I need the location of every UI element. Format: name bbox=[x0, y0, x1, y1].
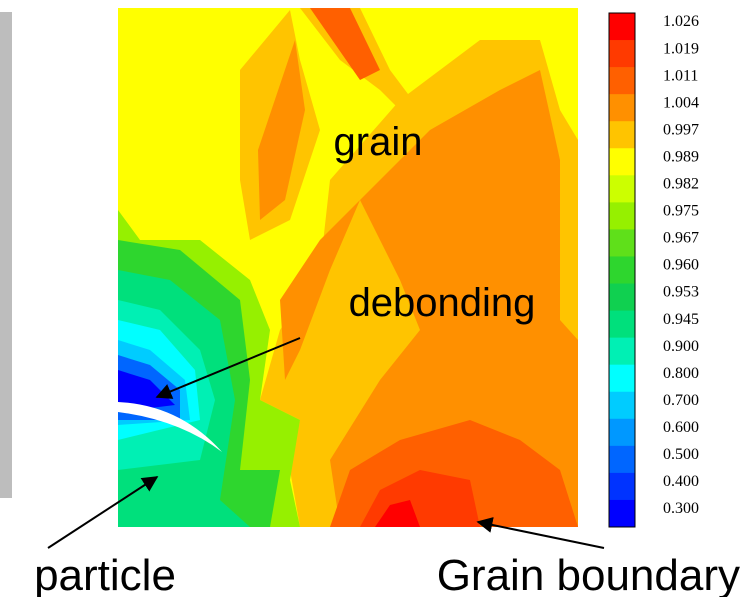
contour-region bbox=[375, 500, 420, 527]
colorbar-swatch bbox=[609, 418, 635, 447]
debond-gap bbox=[118, 402, 222, 452]
annotation: grain bbox=[334, 120, 423, 164]
contour-region bbox=[280, 200, 360, 380]
colorbar-label: 0.967 bbox=[663, 230, 699, 247]
contour-region bbox=[258, 40, 305, 220]
colorbar-swatch bbox=[609, 337, 635, 366]
colorbar-label: 0.300 bbox=[663, 500, 699, 517]
colorbar-label: 0.953 bbox=[663, 284, 699, 301]
colorbar-swatch bbox=[609, 40, 635, 68]
colorbar-label: 0.400 bbox=[663, 473, 699, 490]
colorbar-swatch bbox=[609, 121, 635, 149]
annotation: Grain boundary bbox=[437, 551, 740, 597]
colorbar-swatch bbox=[609, 445, 635, 474]
colorbar-swatch bbox=[609, 13, 635, 41]
colorbar-label: 1.019 bbox=[663, 40, 699, 57]
colorbar-label: 0.945 bbox=[663, 311, 699, 328]
contour-region bbox=[330, 70, 578, 527]
colorbar-swatch bbox=[609, 229, 635, 257]
colorbar-swatch bbox=[609, 67, 635, 95]
colorbar-label: 1.004 bbox=[663, 94, 699, 111]
colorbar-label: 0.982 bbox=[663, 176, 699, 193]
contour-field bbox=[118, 8, 578, 527]
colorbar-swatch bbox=[609, 472, 635, 501]
colorbar-swatch bbox=[609, 175, 635, 203]
colorbar-label: 0.800 bbox=[663, 365, 699, 382]
colorbar-swatch bbox=[609, 391, 635, 420]
colorbar: 1.026 1.019 1.011 1.004 0.997 0.989 0.982 0.975… bbox=[608, 12, 699, 528]
colorbar-label: 0.600 bbox=[663, 419, 699, 436]
colorbar-frame bbox=[608, 12, 636, 528]
colorbar-label: 0.989 bbox=[663, 148, 699, 165]
colorbar-label: 1.011 bbox=[663, 67, 698, 84]
colorbar-label: 0.900 bbox=[663, 338, 699, 355]
colorbar-label: 0.500 bbox=[663, 446, 699, 463]
colorbar-label: 0.975 bbox=[663, 203, 699, 220]
colorbar-swatch bbox=[609, 499, 635, 528]
colorbar-swatch bbox=[609, 148, 635, 176]
colorbar-swatch bbox=[609, 94, 635, 122]
colorbar-swatch bbox=[609, 256, 635, 285]
contour-region bbox=[310, 8, 380, 80]
annotation: debonding bbox=[349, 281, 536, 325]
colorbar-swatch bbox=[609, 310, 635, 339]
arrow bbox=[155, 337, 301, 399]
colorbar-label: 0.700 bbox=[663, 392, 699, 409]
side-strip bbox=[0, 12, 12, 498]
arrow bbox=[476, 517, 605, 549]
colorbar-label: 1.026 bbox=[663, 13, 699, 30]
colorbar-label: 0.997 bbox=[663, 121, 699, 138]
colorbar-label: 0.960 bbox=[663, 257, 699, 274]
annotation: particle bbox=[34, 551, 176, 597]
contour-region bbox=[118, 370, 175, 412]
arrow bbox=[47, 476, 159, 549]
colorbar-swatch bbox=[609, 364, 635, 393]
colorbar-swatch bbox=[609, 202, 635, 230]
colorbar-swatch bbox=[609, 283, 635, 312]
